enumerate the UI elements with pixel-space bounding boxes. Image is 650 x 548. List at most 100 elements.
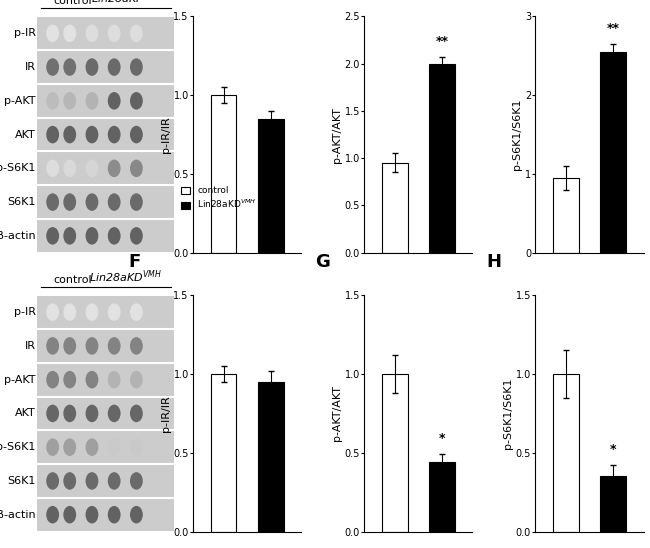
Bar <box>37 499 174 530</box>
Ellipse shape <box>46 404 59 422</box>
Bar <box>37 431 174 463</box>
Ellipse shape <box>108 371 121 389</box>
Bar <box>382 163 408 253</box>
Ellipse shape <box>63 438 76 456</box>
Bar <box>37 186 174 218</box>
Ellipse shape <box>108 506 121 523</box>
Bar <box>37 330 174 362</box>
Ellipse shape <box>130 227 143 244</box>
Ellipse shape <box>46 438 59 456</box>
Text: p-S6K1: p-S6K1 <box>0 442 36 452</box>
Ellipse shape <box>108 193 121 211</box>
Ellipse shape <box>130 58 143 76</box>
Ellipse shape <box>108 159 121 177</box>
Bar <box>429 64 455 253</box>
Ellipse shape <box>63 193 76 211</box>
Ellipse shape <box>130 25 143 42</box>
Bar <box>382 374 408 532</box>
Text: H: H <box>486 253 501 271</box>
Ellipse shape <box>130 438 143 456</box>
Ellipse shape <box>108 92 121 110</box>
Ellipse shape <box>130 92 143 110</box>
Y-axis label: p-IR/IR: p-IR/IR <box>161 395 170 432</box>
Text: p-IR: p-IR <box>14 28 36 38</box>
Ellipse shape <box>46 472 59 490</box>
Y-axis label: p-AKT/AKT: p-AKT/AKT <box>332 385 342 441</box>
Text: β-actin: β-actin <box>0 510 36 520</box>
Text: control: control <box>53 0 92 6</box>
Text: β-actin: β-actin <box>0 231 36 241</box>
Legend: control, Lin28aKD$^{VMH}$: control, Lin28aKD$^{VMH}$ <box>181 186 257 210</box>
Ellipse shape <box>86 227 98 244</box>
Bar <box>37 397 174 429</box>
Ellipse shape <box>46 371 59 389</box>
Bar <box>37 18 174 49</box>
Ellipse shape <box>63 92 76 110</box>
Ellipse shape <box>63 159 76 177</box>
Ellipse shape <box>130 472 143 490</box>
Ellipse shape <box>46 304 59 321</box>
Ellipse shape <box>130 404 143 422</box>
Ellipse shape <box>63 371 76 389</box>
Ellipse shape <box>130 193 143 211</box>
Y-axis label: p-AKT/AKT: p-AKT/AKT <box>332 107 342 163</box>
Ellipse shape <box>130 506 143 523</box>
Ellipse shape <box>86 304 98 321</box>
Bar <box>37 152 174 184</box>
Ellipse shape <box>86 193 98 211</box>
Text: p-AKT: p-AKT <box>4 96 36 106</box>
Ellipse shape <box>108 126 121 144</box>
Text: IR: IR <box>25 62 36 72</box>
Bar <box>600 52 626 253</box>
Text: AKT: AKT <box>15 408 36 419</box>
Bar <box>37 364 174 396</box>
Ellipse shape <box>108 304 121 321</box>
Text: S6K1: S6K1 <box>7 197 36 207</box>
Ellipse shape <box>63 337 76 355</box>
Ellipse shape <box>63 227 76 244</box>
Bar <box>257 119 283 253</box>
Ellipse shape <box>46 337 59 355</box>
Bar <box>600 476 626 532</box>
Text: *: * <box>610 443 616 456</box>
Ellipse shape <box>108 337 121 355</box>
Bar <box>429 463 455 532</box>
Bar <box>553 374 578 532</box>
Ellipse shape <box>46 58 59 76</box>
Ellipse shape <box>86 438 98 456</box>
Ellipse shape <box>86 506 98 523</box>
Ellipse shape <box>63 126 76 144</box>
Ellipse shape <box>46 159 59 177</box>
Bar <box>37 85 174 117</box>
Text: **: ** <box>606 21 619 35</box>
Text: F: F <box>128 253 140 271</box>
Text: S6K1: S6K1 <box>7 476 36 486</box>
Text: p-AKT: p-AKT <box>4 375 36 385</box>
Bar <box>37 296 174 328</box>
Bar <box>211 95 237 253</box>
Ellipse shape <box>86 159 98 177</box>
Bar <box>37 465 174 497</box>
Ellipse shape <box>86 371 98 389</box>
Ellipse shape <box>130 304 143 321</box>
Ellipse shape <box>63 304 76 321</box>
Bar <box>37 220 174 252</box>
Text: **: ** <box>436 35 448 48</box>
Bar <box>211 374 237 532</box>
Y-axis label: p-IR/IR: p-IR/IR <box>161 116 170 153</box>
Ellipse shape <box>46 25 59 42</box>
Ellipse shape <box>86 126 98 144</box>
Y-axis label: p-S6K1/S6K1: p-S6K1/S6K1 <box>512 99 522 170</box>
Bar <box>257 382 283 532</box>
Ellipse shape <box>108 438 121 456</box>
Bar <box>37 51 174 83</box>
Text: G: G <box>315 253 330 271</box>
Ellipse shape <box>108 25 121 42</box>
Y-axis label: p-S6K1/S6K1: p-S6K1/S6K1 <box>503 378 513 449</box>
Ellipse shape <box>63 472 76 490</box>
Text: p-S6K1: p-S6K1 <box>0 163 36 173</box>
Ellipse shape <box>86 92 98 110</box>
Ellipse shape <box>86 337 98 355</box>
Bar <box>553 178 578 253</box>
Bar <box>37 119 174 151</box>
